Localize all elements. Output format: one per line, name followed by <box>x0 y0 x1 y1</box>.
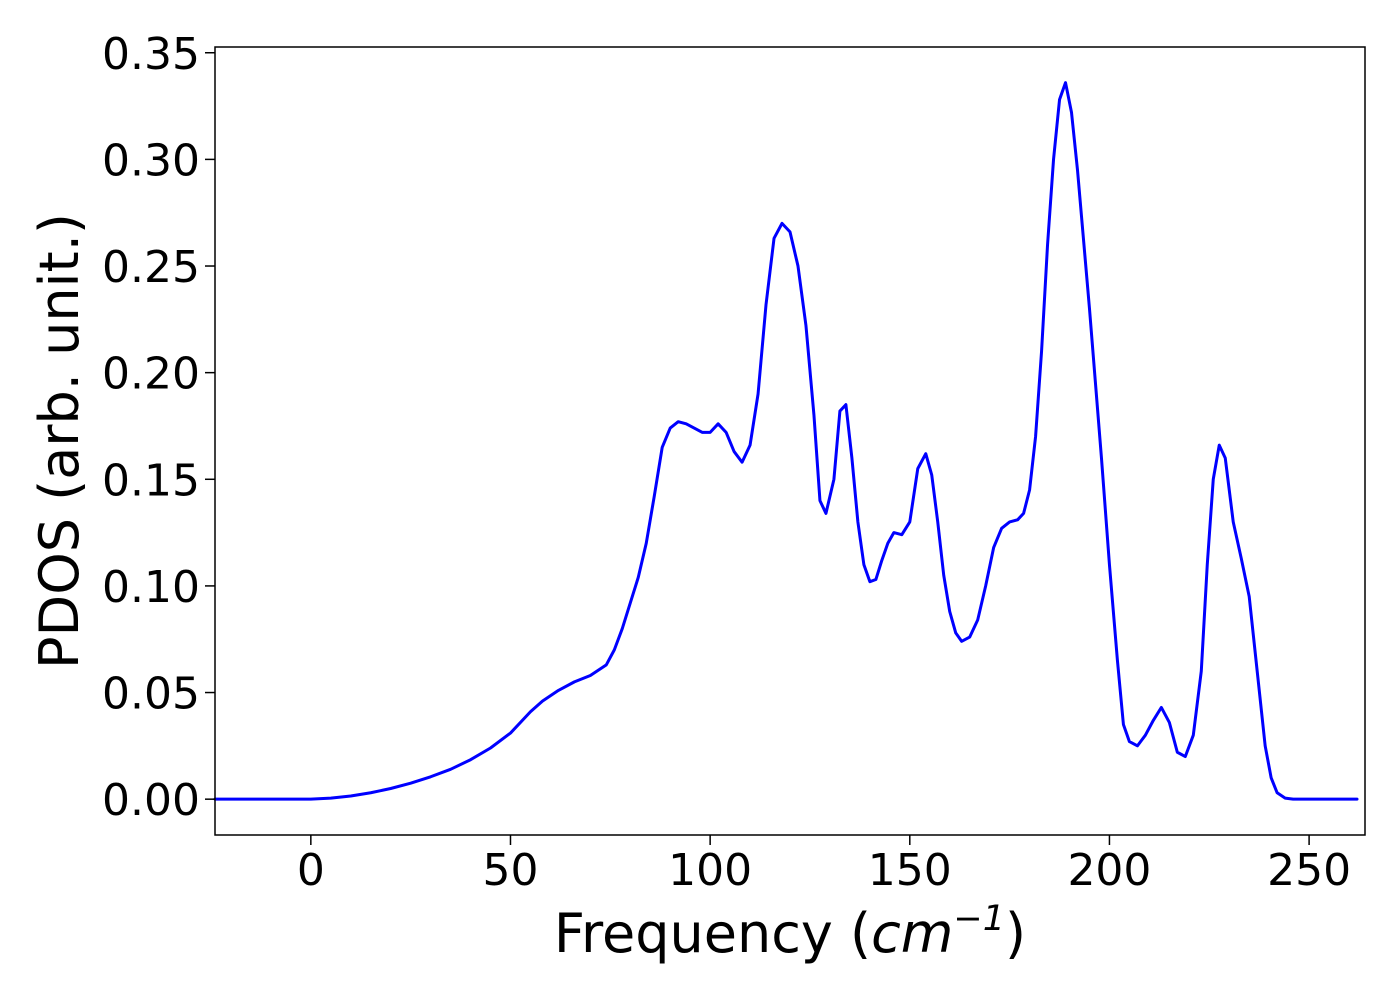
x-axis-label: Frequency (cm−1) <box>554 899 1026 965</box>
y-tick-label: 0.05 <box>102 669 200 720</box>
y-tick-label: 0.00 <box>102 775 200 826</box>
y-tick-label: 0.15 <box>102 455 200 506</box>
y-tick-label: 0.30 <box>102 135 200 186</box>
y-tick-label: 0.35 <box>102 29 200 80</box>
y-tick-label: 0.20 <box>102 349 200 400</box>
x-tick-label: 150 <box>868 845 952 896</box>
pdos-series-line <box>213 81 1359 801</box>
y-tick-label: 0.25 <box>102 242 200 293</box>
x-tick-label: 50 <box>482 845 538 896</box>
x-axis: 0 50 100 150 200 250 <box>297 835 1351 896</box>
plot-area <box>213 46 1366 836</box>
x-tick-label: 200 <box>1067 845 1151 896</box>
x-tick-label: 100 <box>668 845 752 896</box>
y-tick-label: 0.10 <box>102 562 200 613</box>
y-axis-label: PDOS (arb. unit.) <box>28 213 91 669</box>
x-tick-label: 250 <box>1267 845 1351 896</box>
x-tick-label: 0 <box>297 845 325 896</box>
y-axis: 0.00 0.05 0.10 0.15 0.20 0.25 0.30 0.35 <box>102 29 215 826</box>
plot-frame <box>214 46 1366 836</box>
